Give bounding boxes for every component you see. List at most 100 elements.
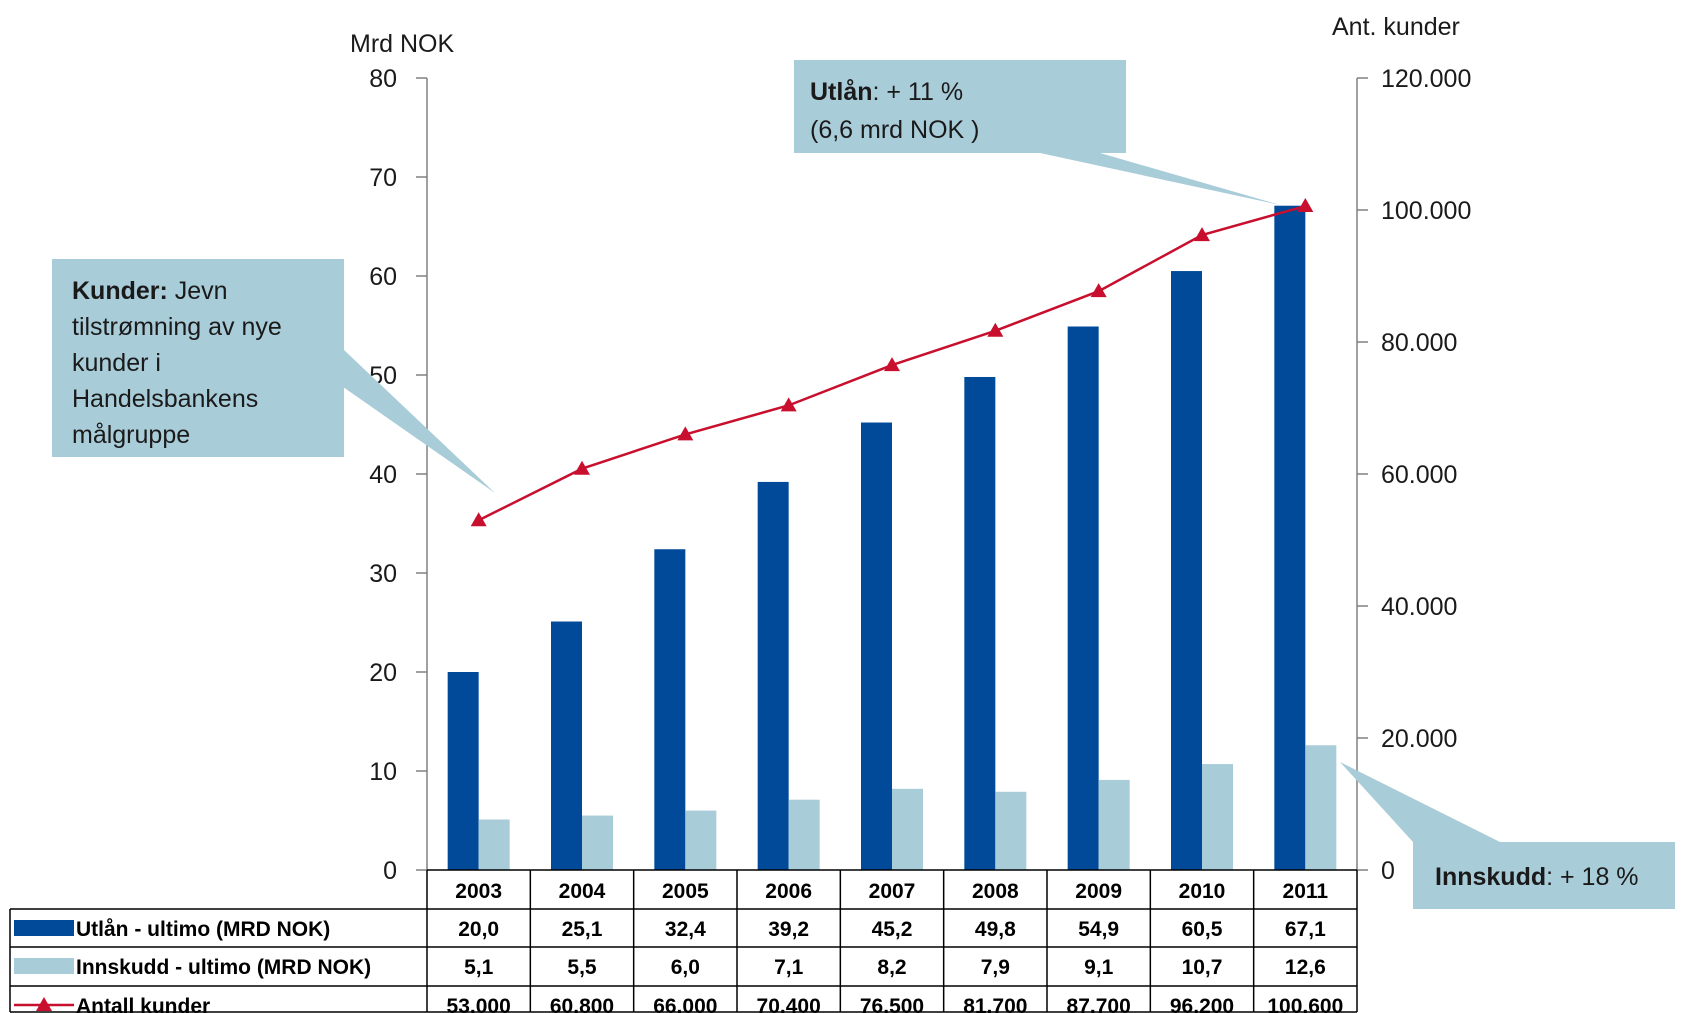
- table-cell: 60,5: [1182, 918, 1223, 941]
- table-cell: 54,9: [1078, 918, 1119, 941]
- callout-innskudd-pointer: [1340, 762, 1500, 842]
- category-label-2003: 2003: [455, 880, 502, 903]
- left-tick-label: 80: [369, 65, 397, 93]
- legend-label: Innskudd - ultimo (MRD NOK): [76, 956, 371, 979]
- table-cell: 100.600: [1267, 995, 1343, 1013]
- marker-kunder-2009: [1090, 283, 1107, 298]
- callout-utlan-pointer: [1040, 153, 1280, 205]
- table-cell: 5,1: [464, 956, 494, 979]
- bar-utlan-2009: [1067, 326, 1099, 870]
- callout-innskudd-box: [1413, 842, 1675, 909]
- callout-kunder-text: Kunder: Jevn: [72, 277, 228, 305]
- marker-kunder-2004: [574, 460, 590, 475]
- left-tick-label: 0: [383, 857, 397, 885]
- right-tick-label: 80.000: [1381, 329, 1457, 357]
- legend-key-utlan: [14, 920, 74, 936]
- right-tick-label: 40.000: [1381, 593, 1457, 621]
- right-tick-label: 60.000: [1381, 461, 1457, 489]
- bar-utlan-2010: [1171, 271, 1202, 870]
- left-axis-label: Mrd NOK: [350, 30, 455, 58]
- marker-kunder-2006: [780, 397, 797, 412]
- left-tick-label: 20: [369, 659, 397, 687]
- left-tick-label: 70: [369, 164, 397, 192]
- right-tick-label: 0: [1381, 857, 1395, 885]
- table-cell: 70.400: [757, 995, 821, 1013]
- legend-label: Utlån - ultimo (MRD NOK): [76, 918, 330, 941]
- callouts-layer: Utlån: + 11 % (6,6 mrd NOK ) Kunder: Jevn t…: [52, 60, 1675, 909]
- marker-kunder-2003: [470, 512, 487, 527]
- callout-kunder-box: [52, 259, 344, 457]
- bar-innskudd-2010: [1202, 764, 1233, 870]
- table-cell: 5,5: [567, 956, 597, 979]
- table-cell: 9,1: [1084, 956, 1114, 979]
- left-tick-label: 40: [369, 461, 397, 489]
- callout-utlan-text: Utlån: + 11 %: [810, 78, 963, 106]
- legend-key-kunder-marker: [36, 997, 52, 1011]
- callout-utlan-box: [794, 60, 1126, 153]
- legend-label: Antall kunder: [76, 995, 210, 1013]
- left-tick-label: 10: [369, 758, 397, 786]
- table-cell: 25,1: [562, 918, 603, 941]
- callout-kunder-text: tilstrømning av nye: [72, 313, 282, 341]
- axes-layer: 01020304050607080020.00040.00060.00080.0…: [350, 13, 1471, 885]
- marker-kunder-2008: [987, 322, 1004, 337]
- right-axis-label: Ant. kunder: [1332, 13, 1460, 41]
- table-cell: 87.700: [1067, 995, 1131, 1013]
- left-tick-label: 30: [369, 560, 397, 588]
- bar-utlan-2007: [861, 422, 892, 870]
- bar-innskudd-2011: [1305, 745, 1337, 870]
- callout-kunder-text: Handelsbankens: [72, 385, 258, 413]
- bars-layer: [447, 205, 1337, 870]
- table-cell: 10,7: [1182, 956, 1223, 979]
- table-cell: 96.200: [1170, 995, 1234, 1013]
- bar-utlan-2003: [447, 672, 479, 870]
- bar-innskudd-2007: [892, 788, 923, 870]
- marker-kunder-2011: [1297, 198, 1314, 213]
- legend-key-innskudd: [14, 958, 74, 974]
- bar-innskudd-2004: [582, 815, 613, 870]
- category-label-2011: 2011: [1283, 880, 1329, 903]
- category-label-2004: 2004: [559, 880, 606, 903]
- table-cell: 67,1: [1285, 918, 1326, 941]
- bar-innskudd-2003: [478, 819, 510, 870]
- bar-utlan-2008: [964, 376, 996, 870]
- bar-innskudd-2008: [995, 791, 1027, 870]
- table-cell: 49,8: [975, 918, 1016, 941]
- table-cell: 53.000: [447, 995, 511, 1013]
- bar-utlan-2011: [1274, 205, 1306, 870]
- bar-innskudd-2009: [1098, 779, 1130, 870]
- callout-kunder-text: kunder i: [72, 349, 161, 377]
- table-cell: 7,1: [774, 956, 804, 979]
- callout-kunder-text: målgruppe: [72, 421, 190, 449]
- table-cell: 7,9: [981, 956, 1010, 979]
- right-tick-label: 100.000: [1381, 197, 1471, 225]
- bar-utlan-2005: [654, 549, 686, 870]
- category-label-2007: 2007: [869, 880, 916, 903]
- table-cell: 12,6: [1285, 956, 1326, 979]
- marker-kunder-2005: [677, 426, 694, 441]
- bar-utlan-2006: [757, 481, 789, 870]
- table-cell: 60.800: [550, 995, 614, 1013]
- customers-line-layer: [470, 198, 1314, 527]
- category-label-2006: 2006: [765, 880, 812, 903]
- table-cell: 32,4: [665, 918, 706, 941]
- bar-utlan-2004: [551, 621, 582, 870]
- table-cell: 66.000: [653, 995, 717, 1013]
- bar-innskudd-2005: [685, 810, 717, 870]
- category-label-2005: 2005: [662, 880, 709, 903]
- table-cell: 76.500: [860, 995, 924, 1013]
- callout-utlan-text: (6,6 mrd NOK ): [810, 116, 979, 144]
- callout-innskudd-text: Innskudd: + 18 %: [1435, 863, 1639, 891]
- table-cell: 8,2: [877, 956, 906, 979]
- table-cell: 81.700: [963, 995, 1027, 1013]
- marker-kunder-2010: [1194, 227, 1210, 242]
- right-tick-label: 20.000: [1381, 725, 1457, 753]
- category-label-2010: 2010: [1179, 880, 1226, 903]
- left-tick-label: 60: [369, 263, 397, 291]
- category-label-2009: 2009: [1075, 880, 1122, 903]
- table-cell: 20,0: [458, 918, 499, 941]
- table-cell: 6,0: [671, 956, 700, 979]
- table-cell: 45,2: [872, 918, 913, 941]
- right-tick-label: 120.000: [1381, 65, 1471, 93]
